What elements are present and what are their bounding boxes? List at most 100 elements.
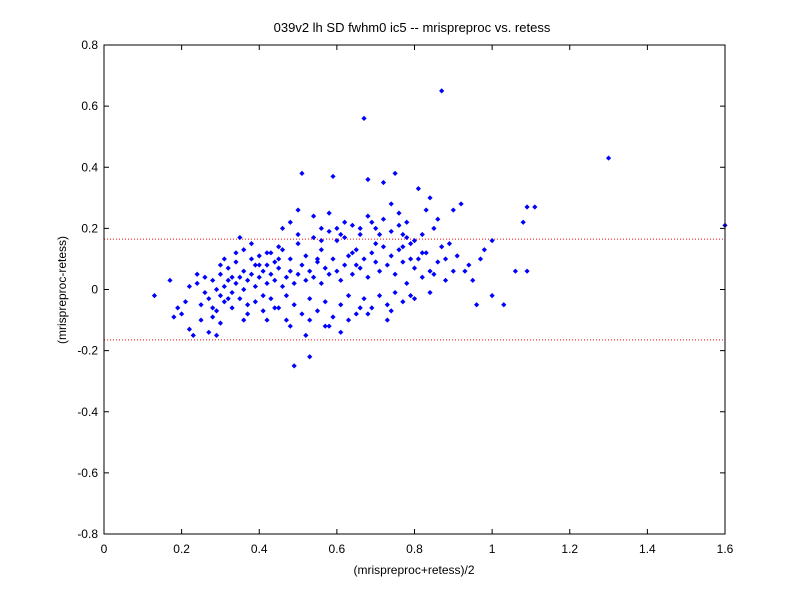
data-point bbox=[334, 225, 340, 231]
x-tick-label: 0 bbox=[101, 542, 108, 556]
data-point bbox=[384, 302, 390, 308]
data-point bbox=[439, 88, 445, 94]
data-point bbox=[512, 268, 519, 274]
data-point bbox=[217, 320, 224, 326]
y-tick-label: -0.4 bbox=[77, 405, 98, 419]
data-point bbox=[392, 271, 398, 277]
data-point bbox=[245, 311, 251, 317]
x-tick-label: 0.4 bbox=[251, 542, 268, 556]
data-point bbox=[291, 280, 297, 286]
data-point bbox=[264, 250, 270, 256]
data-point bbox=[237, 274, 243, 280]
data-point bbox=[524, 204, 530, 210]
data-point bbox=[206, 296, 212, 302]
y-axis-ticks: -0.8 -0.6 -0.4 -0.2 0 0.2 0.4 0.6 0.8 bbox=[77, 38, 725, 541]
data-point bbox=[276, 244, 282, 250]
y-tick-label: 0.6 bbox=[81, 99, 98, 113]
data-point bbox=[408, 241, 414, 247]
data-point bbox=[462, 268, 468, 274]
data-point bbox=[307, 317, 313, 323]
data-point bbox=[376, 293, 383, 299]
data-point bbox=[276, 265, 282, 271]
data-point bbox=[349, 222, 355, 228]
data-point bbox=[210, 314, 216, 320]
data-point bbox=[330, 314, 336, 320]
data-point bbox=[388, 201, 394, 207]
data-point bbox=[470, 277, 476, 283]
data-point bbox=[427, 289, 433, 296]
data-point bbox=[283, 317, 290, 323]
data-point bbox=[245, 277, 251, 283]
data-point bbox=[241, 317, 247, 323]
data-point bbox=[237, 234, 243, 241]
data-point bbox=[532, 204, 538, 210]
data-point bbox=[248, 271, 255, 277]
data-point bbox=[388, 253, 394, 259]
data-point bbox=[411, 238, 418, 244]
data-point bbox=[458, 201, 464, 207]
data-point bbox=[210, 305, 216, 311]
data-point bbox=[283, 274, 290, 280]
data-point bbox=[322, 265, 328, 271]
data-point bbox=[326, 271, 332, 277]
data-point bbox=[404, 280, 410, 286]
data-point bbox=[376, 231, 383, 238]
data-point bbox=[248, 256, 255, 262]
data-point bbox=[295, 231, 301, 238]
data-point bbox=[400, 244, 406, 250]
x-tick-label: 1.2 bbox=[561, 542, 578, 556]
y-tick-label: 0.2 bbox=[81, 221, 98, 235]
data-point bbox=[338, 302, 344, 308]
data-point bbox=[345, 317, 352, 323]
data-point bbox=[396, 247, 402, 253]
data-point bbox=[326, 210, 332, 216]
data-point bbox=[404, 234, 410, 241]
data-point bbox=[287, 268, 293, 274]
y-tick-label: -0.2 bbox=[77, 344, 98, 358]
data-point bbox=[338, 231, 344, 238]
data-point bbox=[404, 219, 410, 225]
data-point bbox=[167, 277, 173, 283]
data-point bbox=[605, 155, 612, 161]
data-point bbox=[210, 277, 216, 283]
data-point bbox=[435, 259, 441, 265]
data-point bbox=[179, 311, 185, 317]
data-point bbox=[376, 268, 383, 274]
data-point bbox=[182, 299, 189, 305]
data-point bbox=[365, 213, 371, 219]
data-point bbox=[252, 299, 258, 305]
data-point bbox=[241, 286, 247, 293]
data-point bbox=[373, 259, 379, 265]
data-point bbox=[431, 271, 437, 277]
y-tick-label: 0.4 bbox=[81, 160, 98, 174]
data-point bbox=[373, 241, 379, 247]
data-point bbox=[237, 296, 243, 302]
data-point bbox=[501, 302, 507, 308]
data-point bbox=[291, 363, 297, 369]
data-point bbox=[334, 238, 340, 244]
data-point bbox=[276, 256, 282, 262]
data-point bbox=[198, 302, 204, 308]
data-point bbox=[256, 262, 262, 268]
x-axis-label: (mrispreproc+retess)/2 bbox=[353, 563, 474, 577]
data-point bbox=[310, 234, 317, 241]
data-point bbox=[365, 274, 371, 280]
data-point bbox=[357, 305, 363, 311]
data-point bbox=[186, 326, 192, 332]
data-point bbox=[233, 259, 239, 265]
data-point bbox=[454, 253, 460, 259]
data-point bbox=[427, 195, 433, 201]
data-point bbox=[423, 207, 429, 213]
data-point bbox=[442, 256, 449, 262]
data-point bbox=[431, 225, 437, 231]
data-point bbox=[268, 271, 274, 277]
data-point bbox=[279, 225, 286, 231]
data-point bbox=[229, 289, 235, 296]
data-point bbox=[252, 283, 258, 290]
data-point bbox=[345, 293, 352, 299]
data-point bbox=[318, 238, 324, 244]
data-point bbox=[439, 244, 445, 250]
data-point bbox=[303, 277, 309, 283]
data-point bbox=[415, 256, 421, 262]
